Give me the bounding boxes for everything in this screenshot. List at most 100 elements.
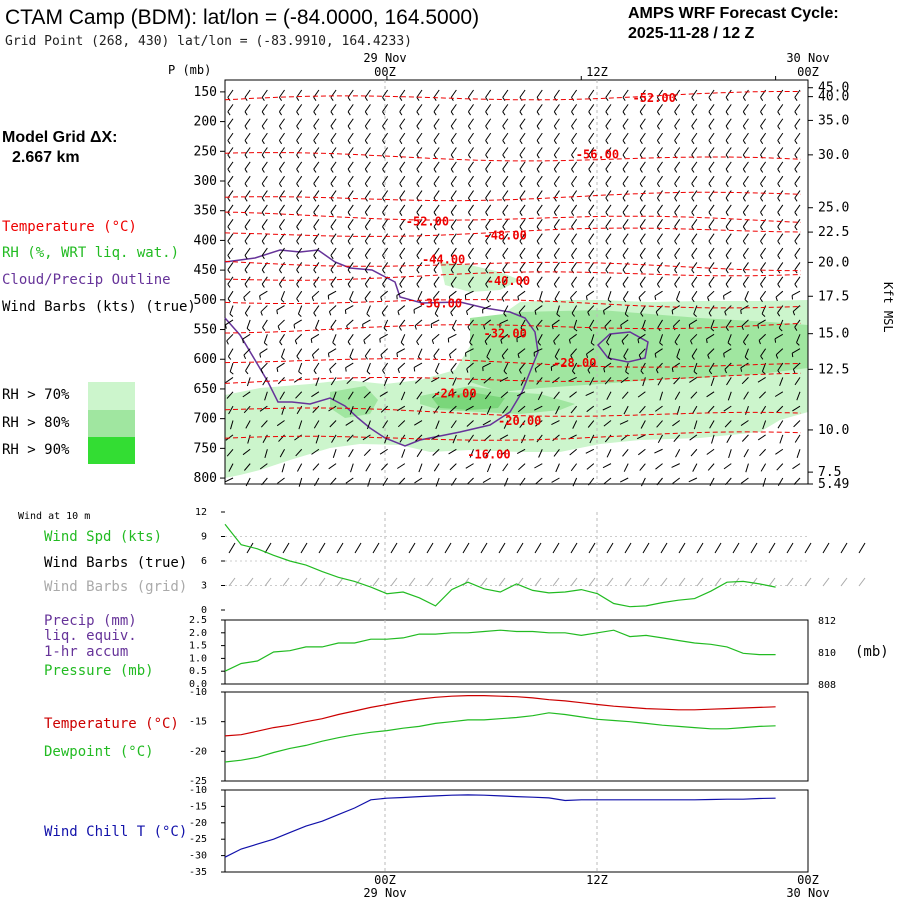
wind-barb [380, 334, 388, 338]
wind-barb-flag [692, 126, 694, 129]
wind-barb-flag [451, 155, 453, 158]
top-hour-label: 12Z [586, 65, 608, 79]
wind-barb [537, 262, 542, 269]
temperature-contour-label: -32.00 [483, 327, 526, 341]
temperature-contour [225, 192, 801, 200]
temperature-contour [225, 92, 801, 100]
wind-barb-flag [226, 325, 227, 329]
wind-barb-flag [761, 141, 763, 144]
wind-barb-flag [572, 212, 574, 215]
wind-barb [795, 435, 800, 443]
bottom-date-label: 29 Nov [363, 886, 406, 900]
wind-barb [245, 162, 250, 169]
wind-barb [589, 234, 594, 241]
wind-barb [331, 234, 336, 241]
wind-barb-flag [295, 341, 297, 345]
wind-barb [503, 464, 508, 471]
wind-barb [623, 291, 628, 299]
wind-barb-true [643, 543, 649, 553]
wind-barb [520, 219, 525, 226]
wind-barb [314, 306, 319, 313]
wind-barb-grid [427, 578, 433, 586]
wind-barb [434, 119, 439, 126]
wind-barb [417, 176, 422, 183]
wind-barb-flag [415, 326, 416, 330]
wind-barb [417, 205, 422, 212]
wind-barb-flag [434, 112, 436, 115]
wind-barb-flag [520, 255, 522, 258]
wind-barb [760, 291, 765, 298]
wind-barb [380, 449, 388, 454]
wind-barb-flag [554, 169, 556, 172]
wind-barb-flag [262, 169, 264, 172]
wind-barb [400, 248, 405, 255]
wind-barb-flag [675, 284, 677, 287]
wind-barb [227, 334, 233, 341]
wind-barb-flag [262, 155, 264, 158]
wind-barb-flag [380, 339, 381, 343]
wind-barb-grid [445, 578, 451, 586]
wind-barb [228, 248, 233, 255]
temperature-contour-label: -20.00 [498, 414, 541, 428]
wind-barb [589, 248, 594, 255]
wind-barb [260, 291, 268, 296]
height-tick-label: 22.5 [818, 225, 849, 240]
wind-barb-flag [331, 241, 333, 244]
wind-barb-true [481, 543, 487, 553]
wind-barb-flag [227, 341, 229, 345]
wind-barb [692, 119, 697, 126]
wind-barbs-true-legend: Wind Barbs (true) [44, 555, 187, 571]
wind-barb [314, 363, 319, 371]
wind-barb [365, 133, 370, 140]
wind-barb-flag [657, 184, 659, 187]
wind-barb [537, 176, 542, 183]
height-tick-label: 17.5 [818, 289, 849, 304]
wind-barb-flag [778, 112, 780, 115]
wind-barb [486, 205, 491, 212]
wind-barb-grid [643, 578, 649, 586]
wind-barb [417, 147, 422, 154]
wind-barb-flag [468, 255, 470, 258]
wind-barb-flag [709, 141, 711, 144]
wind-barb [726, 234, 731, 241]
wind-barb [726, 162, 731, 169]
wind-barb [397, 464, 405, 469]
forecast-cycle-label: AMPS WRF Forecast Cycle: [628, 5, 839, 22]
wind-barb-flag [589, 284, 591, 287]
wind-barb-flag [245, 270, 247, 273]
wind-barb-flag [520, 112, 522, 115]
wind-barb-flag [537, 284, 539, 287]
wind-barb [586, 449, 594, 453]
wind-barb [348, 334, 353, 341]
wind-barb [692, 248, 697, 255]
wind-barb-grid [625, 578, 631, 586]
wind-barb [657, 248, 662, 255]
wind-barb-flag [554, 141, 556, 144]
wind-barb-flag [432, 340, 433, 344]
wind-barb-flag [434, 155, 436, 158]
wind-barb-flag [778, 97, 780, 100]
wind-barb-flag [228, 227, 230, 230]
wind-barb [417, 334, 422, 341]
wind-barb [365, 205, 370, 212]
wind-barb-flag [743, 198, 745, 201]
wind-barb [264, 334, 267, 343]
wind-barb [554, 147, 559, 154]
wind-barb [400, 277, 405, 284]
wind-barb [537, 191, 542, 198]
wind-barb-grid [247, 578, 253, 586]
wind-barb-true [625, 543, 631, 553]
wind-barb [398, 306, 405, 312]
wind-barb [534, 464, 542, 468]
wind-barb [606, 191, 611, 198]
wind-barb-flag [572, 155, 574, 158]
wind-barb-flag [709, 198, 711, 201]
wind-barb-flag [692, 112, 694, 115]
wind-barb-flag [761, 97, 763, 100]
wind-barb [552, 478, 560, 482]
wind-barb-flag [417, 284, 419, 287]
wind-barb [314, 176, 319, 183]
wind-barb-flag [279, 141, 281, 144]
wind-barb [778, 262, 783, 269]
wind-barb-flag [281, 300, 284, 303]
